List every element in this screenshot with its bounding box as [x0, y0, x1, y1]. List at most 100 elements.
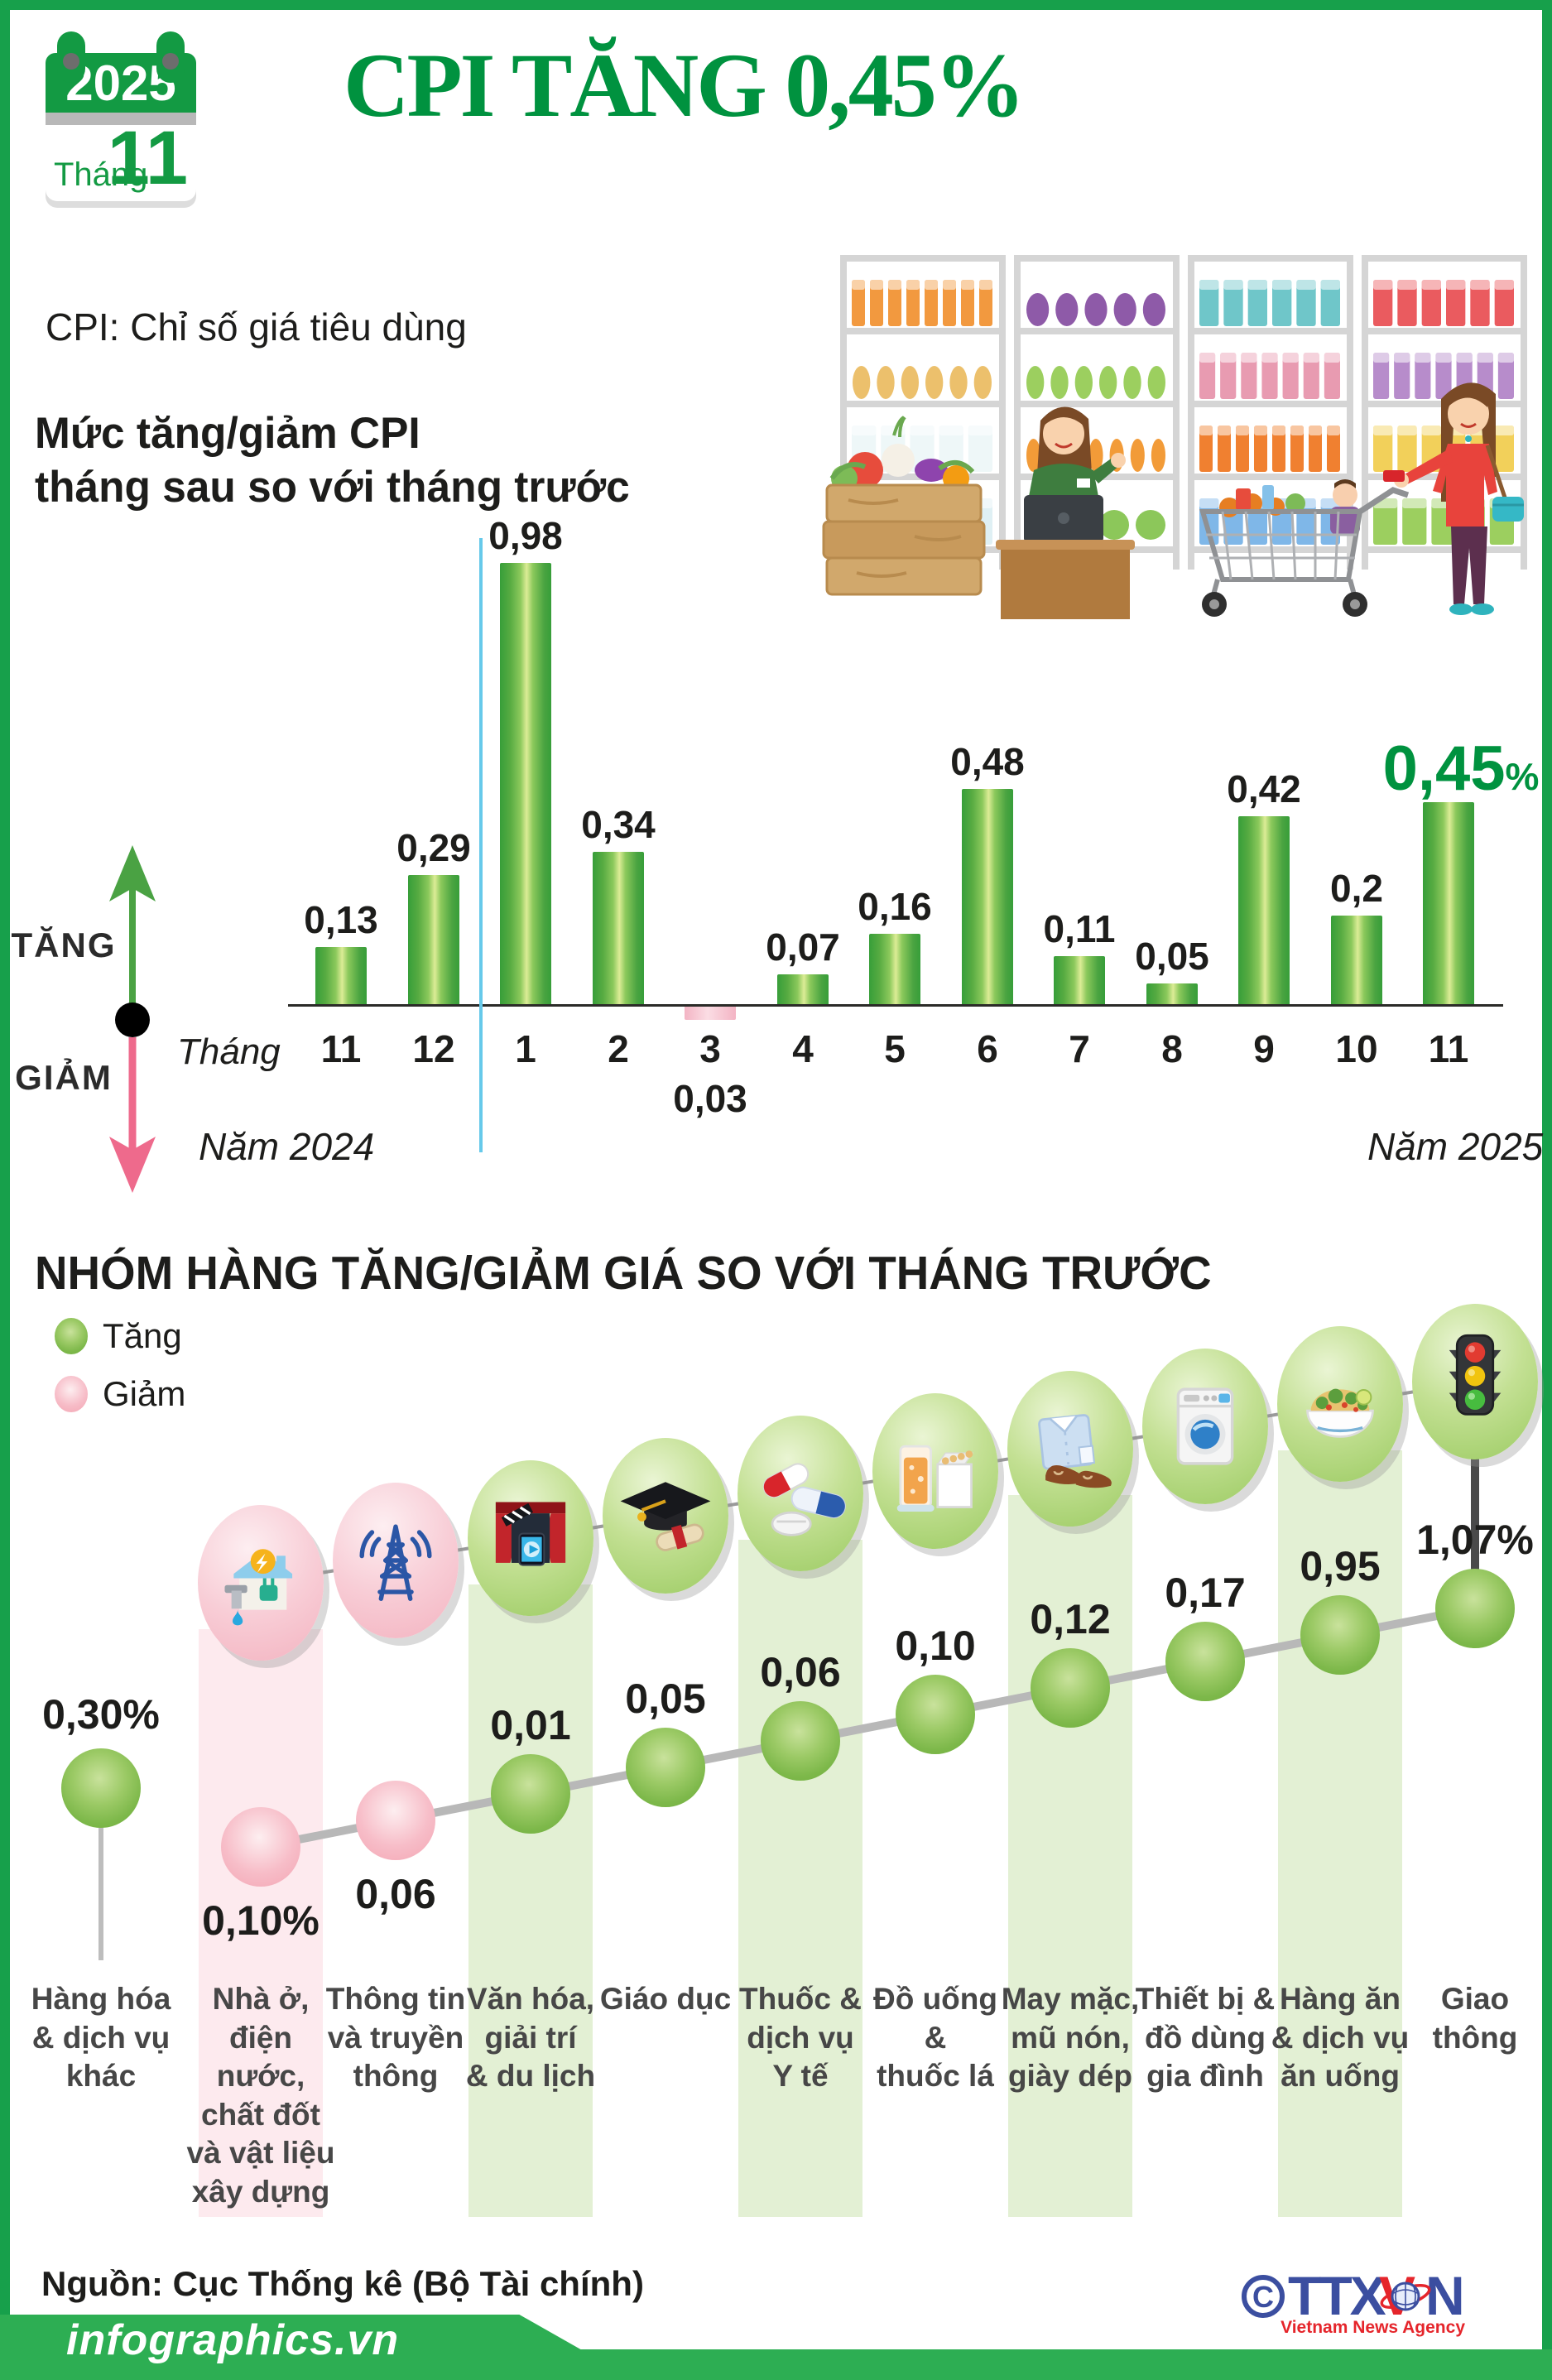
category-dot	[626, 1728, 705, 1807]
legend-decrease-label: Giảm	[103, 1374, 186, 1413]
copyright-icon: C	[1252, 2280, 1274, 2314]
legend-increase-dot-icon	[55, 1318, 88, 1354]
frame-left	[0, 0, 10, 2380]
category-name-label: Đồ uống & thuốc lá	[872, 1982, 997, 2094]
category-value-label: 0,17	[1165, 1570, 1246, 1616]
x-axis-line	[288, 1004, 1503, 1007]
traffic-light-icon	[1412, 1304, 1538, 1459]
category-name-label: Nhà ở, điện nước, chất đốt và vật liệu x…	[186, 1982, 335, 2209]
percent-sign: %	[1505, 755, 1540, 798]
ttxvn-n: N	[1425, 2265, 1465, 2326]
category-name-label: Giao thông	[1432, 1982, 1518, 2055]
category-dot	[1300, 1595, 1380, 1675]
category-dot	[1165, 1622, 1245, 1701]
year-divider-line	[479, 538, 483, 1152]
month-tick-label: 11	[320, 1027, 362, 1070]
month-tick-label: 5	[884, 1027, 906, 1070]
category-value-label: 0,95	[1300, 1543, 1381, 1589]
category-dot	[761, 1701, 840, 1781]
vegetable-crate-icon	[822, 416, 986, 596]
category-value-label: 0,05	[625, 1676, 706, 1722]
bar-value-label: 0,2	[1330, 867, 1383, 910]
calendar-month-word: Tháng	[54, 156, 148, 193]
category-dot	[61, 1748, 141, 1828]
year-left-note: Năm 2024	[199, 1125, 375, 1168]
bar-value-label: 0,34	[581, 803, 656, 846]
legend-decrease-dot-icon	[55, 1376, 88, 1412]
section1-title-line1: Mức tăng/giảm CPI	[35, 409, 420, 458]
category-value-label: 0,10	[895, 1623, 976, 1669]
month-tick-label: 1	[515, 1027, 536, 1070]
category-name-label: May mặc, mũ nón, giày dép	[1001, 1982, 1140, 2094]
bar	[1238, 816, 1290, 1006]
increase-decrease-arrow-icon	[109, 845, 156, 1193]
category-dot	[1435, 1569, 1515, 1648]
food-dining-icon	[1277, 1326, 1403, 1482]
bar-value-label: 0,13	[304, 898, 378, 941]
bar-value-label: 0,98	[488, 514, 563, 557]
traffic-light-pole	[1471, 1445, 1479, 1585]
section1-title-line2: tháng sau so với tháng trước	[35, 462, 630, 512]
category-value-label: 0,01	[490, 1702, 571, 1748]
x-axis-prefix: Tháng	[177, 1031, 281, 1072]
month-tick-label: 9	[1253, 1027, 1275, 1070]
education-icon	[603, 1438, 728, 1594]
category-name-label: Giáo dục	[599, 1982, 732, 2016]
month-tick-label: 12	[412, 1027, 455, 1070]
category-value-label: 1,07%	[1416, 1517, 1534, 1563]
month-tick-label: 11	[1428, 1027, 1469, 1070]
supermarket-illustration	[822, 255, 1527, 619]
category-dot	[896, 1675, 975, 1754]
culture-entertainment-icon	[468, 1460, 593, 1616]
icon-connector-line	[260, 1380, 1476, 1584]
month-tick-label: 3	[699, 1027, 721, 1070]
category-name-label: Hàng ăn & dịch vụ ăn uống	[1271, 1982, 1410, 2094]
category-value-label: 0,06	[760, 1649, 841, 1695]
calendar-month-number: 11	[107, 116, 188, 200]
column-band-green	[738, 1540, 862, 2217]
calendar-body: Tháng 11	[46, 116, 196, 201]
footer-green-strip	[0, 2349, 1552, 2380]
category-name-label: Văn hóa, giải trí & du lịch	[465, 1982, 596, 2094]
legend-tang-label: TĂNG	[11, 926, 117, 964]
calendar-ring-icon	[57, 31, 85, 83]
ttxvn-ttx: TTX	[1288, 2265, 1386, 2326]
calendar-ring-icon	[156, 31, 185, 83]
category-name-label: Thuốc & dịch vụ Y tế	[739, 1982, 862, 2094]
category-dot	[356, 1781, 435, 1860]
footer-green-block	[0, 2315, 584, 2351]
bar-value-label: 0,42	[1227, 767, 1301, 810]
frame-top	[0, 0, 1552, 10]
cashier-figure	[996, 406, 1135, 619]
household-appliance-icon	[1142, 1349, 1268, 1504]
section2-title: NHÓM HÀNG TĂNG/GIẢM GIÁ SO VỚI THÁNG TRƯ…	[35, 1247, 1212, 1300]
year-right-note: Năm 2025	[1367, 1125, 1544, 1168]
calendar-strip	[46, 113, 196, 125]
category-name-label: Hàng hóa & dịch vụ khác	[31, 1982, 171, 2094]
bar	[1054, 956, 1105, 1006]
calendar-icon: 2025 Tháng 11	[46, 31, 196, 201]
bar-value-label: 0,29	[396, 826, 471, 869]
category-value-label: 0,12	[1030, 1596, 1111, 1642]
bar-value-label-highlight: 0,45%	[1353, 733, 1552, 805]
beverage-tobacco-icon	[872, 1393, 998, 1549]
category-dot	[1031, 1648, 1110, 1728]
legend-giam-label: GIẢM	[15, 1058, 113, 1097]
bar	[869, 934, 920, 1006]
bar-value-label: 0,03	[673, 1077, 747, 1120]
bar-negative	[685, 1007, 736, 1020]
category-dot	[491, 1754, 570, 1834]
bar	[408, 875, 459, 1006]
bar-value-number: 0,45	[1382, 733, 1506, 804]
month-tick-label: 2	[608, 1027, 629, 1070]
bar	[962, 789, 1013, 1006]
month-tick-label: 8	[1161, 1027, 1183, 1070]
bar-value-label: 0,11	[1043, 907, 1116, 950]
category-value-label: 0,30%	[42, 1691, 160, 1738]
category-name-label: Thông tin và truyền thông	[325, 1982, 466, 2094]
bar	[1146, 983, 1198, 1006]
month-tick-label: 4	[792, 1027, 814, 1070]
bar-value-label: 0,48	[950, 740, 1025, 783]
bar	[1331, 916, 1382, 1006]
